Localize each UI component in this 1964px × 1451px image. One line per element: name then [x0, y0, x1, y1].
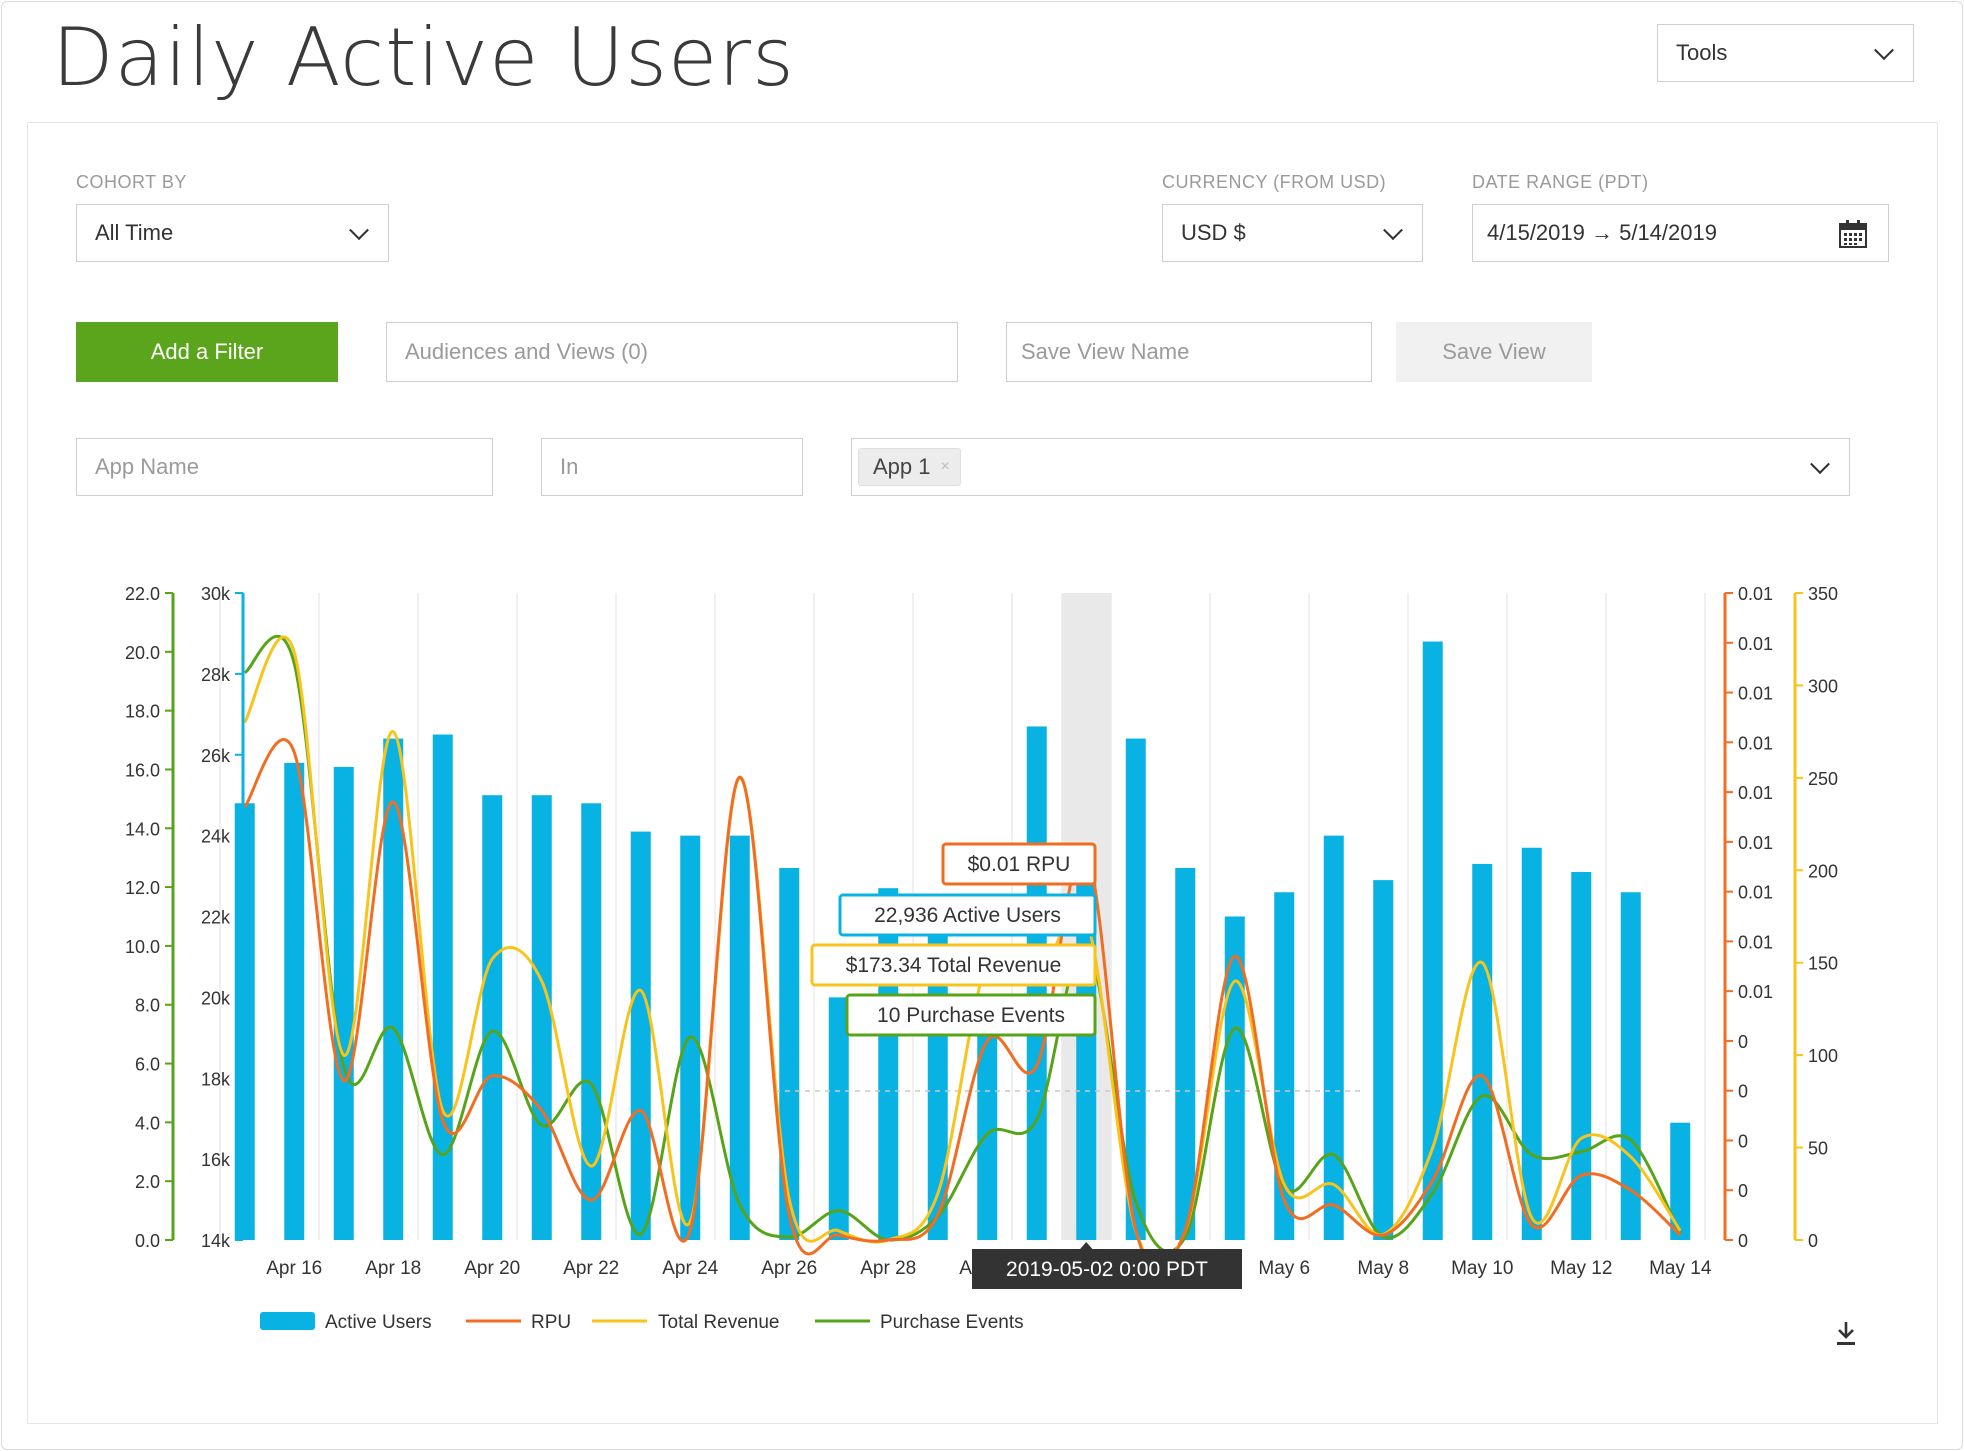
save-view-button[interactable]: Save View — [1396, 322, 1592, 382]
cohort-select[interactable]: All Time — [76, 204, 389, 262]
page-title: Daily Active Users — [52, 11, 795, 104]
cohort-label: COHORT BY — [76, 172, 187, 192]
app-tag[interactable]: App 1 × — [858, 448, 961, 486]
cohort-value: All Time — [95, 220, 174, 245]
currency-label: CURRENCY (FROM USD) — [1162, 172, 1387, 192]
save-view-name-input[interactable]: Save View Name — [1006, 322, 1372, 382]
download-icon[interactable] — [1834, 1320, 1858, 1346]
calendar-icon — [1839, 220, 1867, 248]
date-range-picker[interactable]: 4/15/2019 → 5/14/2019 — [1472, 204, 1889, 262]
report-panel — [27, 122, 1938, 1424]
chevron-down-icon — [349, 220, 369, 241]
currency-value: USD $ — [1181, 220, 1246, 245]
operator-field[interactable]: In — [541, 438, 803, 496]
app-tag-label: App 1 — [873, 454, 931, 479]
date-range-value: 4/15/2019 → 5/14/2019 — [1487, 220, 1717, 245]
app-values-select[interactable] — [851, 438, 1850, 496]
currency-select[interactable]: USD $ — [1162, 204, 1423, 262]
tools-dropdown[interactable]: Tools — [1657, 24, 1914, 82]
chevron-down-icon — [1874, 40, 1894, 61]
date-range-label: DATE RANGE (PDT) — [1472, 172, 1649, 192]
tools-label: Tools — [1676, 40, 1728, 65]
chevron-down-icon — [1810, 454, 1830, 475]
app-name-field[interactable]: App Name — [76, 438, 493, 496]
chevron-down-icon — [1383, 220, 1403, 241]
remove-tag-icon[interactable]: × — [940, 458, 950, 475]
audiences-select[interactable]: Audiences and Views (0) — [386, 322, 958, 382]
add-filter-button[interactable]: Add a Filter — [76, 322, 338, 382]
